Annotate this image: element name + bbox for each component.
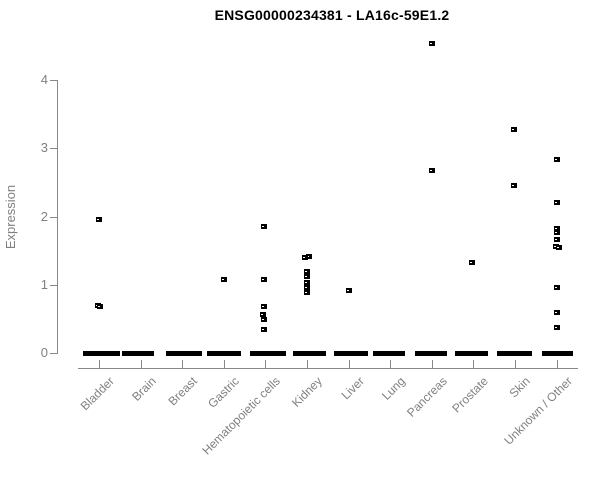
data-point xyxy=(96,217,102,222)
data-point xyxy=(511,183,517,188)
zero-expression-bar xyxy=(497,351,532,356)
zero-expression-bar xyxy=(373,351,405,356)
x-axis-tick xyxy=(349,360,350,368)
data-point xyxy=(554,230,560,235)
zero-expression-bar xyxy=(455,351,488,356)
y-axis-tick xyxy=(50,284,57,286)
x-axis-tick xyxy=(99,360,100,368)
y-axis-tick xyxy=(50,353,57,354)
y-axis-tick xyxy=(50,80,57,81)
data-point xyxy=(261,317,267,322)
data-point xyxy=(261,304,267,309)
zero-expression-bar xyxy=(280,351,286,356)
zero-expression-bar xyxy=(334,351,368,356)
data-point xyxy=(304,285,310,290)
x-axis-tick xyxy=(307,360,308,368)
zero-expression-bar xyxy=(166,351,202,356)
data-point xyxy=(554,310,560,315)
data-point xyxy=(429,41,435,46)
y-axis-line xyxy=(57,80,58,354)
zero-expression-bar xyxy=(83,351,120,356)
x-axis-tick xyxy=(473,360,474,368)
zero-expression-bar xyxy=(250,351,282,356)
data-point xyxy=(304,274,310,279)
data-point xyxy=(304,290,310,295)
data-point xyxy=(554,325,560,330)
data-point xyxy=(556,245,562,250)
x-axis-line xyxy=(78,368,578,369)
chart-title: ENSG00000234381 - LA16c-59E1.2 xyxy=(214,7,450,23)
data-point xyxy=(346,288,352,293)
data-point xyxy=(554,157,560,162)
y-axis-tick xyxy=(50,148,57,150)
data-point xyxy=(554,226,560,231)
x-axis-tick xyxy=(390,360,391,368)
data-point xyxy=(304,280,310,285)
zero-expression-bar xyxy=(122,351,154,356)
zero-expression-bar xyxy=(235,351,241,356)
zero-expression-bar xyxy=(415,351,447,356)
data-point xyxy=(221,277,227,282)
x-axis-tick xyxy=(515,360,516,368)
y-axis-tick xyxy=(50,216,57,218)
data-point xyxy=(261,327,267,332)
y-tick-label: 0 xyxy=(40,345,48,360)
data-point xyxy=(306,254,312,259)
data-point xyxy=(260,312,266,317)
zero-expression-bar xyxy=(293,351,326,356)
data-point xyxy=(261,224,267,229)
data-point xyxy=(97,304,103,309)
data-point xyxy=(429,168,435,173)
zero-expression-bar xyxy=(207,351,240,356)
data-point xyxy=(304,269,310,274)
data-point xyxy=(302,255,308,260)
y-tick-label: 1 xyxy=(40,276,48,292)
y-tick-label: 4 xyxy=(40,72,48,87)
data-point xyxy=(261,277,267,282)
x-axis-tick xyxy=(141,360,142,368)
data-point xyxy=(511,127,517,132)
y-axis-label: Expression xyxy=(3,184,18,250)
y-tick-label: 3 xyxy=(40,140,48,156)
data-point xyxy=(554,237,560,242)
data-point xyxy=(469,260,475,265)
data-point xyxy=(554,200,560,205)
zero-expression-bar xyxy=(542,351,573,356)
x-axis-tick xyxy=(224,360,225,368)
x-axis-tick xyxy=(432,360,433,368)
x-axis-tick xyxy=(557,360,558,368)
y-tick-label: 2 xyxy=(40,208,48,224)
data-point xyxy=(554,285,560,290)
x-axis-tick xyxy=(265,360,266,368)
x-axis-tick xyxy=(182,360,183,368)
